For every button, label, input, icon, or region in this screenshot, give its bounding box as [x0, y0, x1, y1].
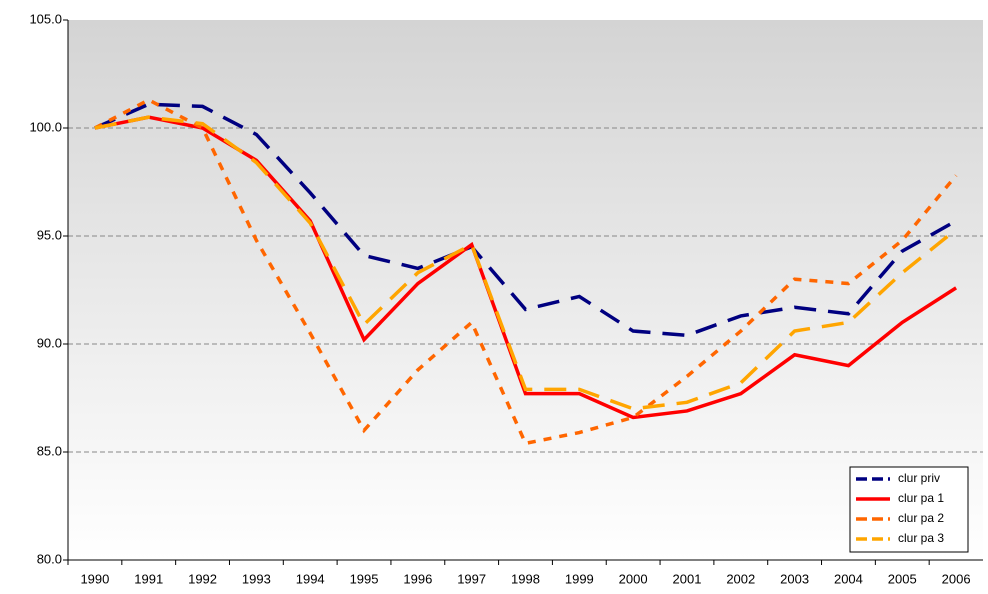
x-tick-label: 1990 [80, 571, 109, 586]
y-tick-label: 85.0 [37, 443, 62, 458]
x-tick-label: 2005 [888, 571, 917, 586]
legend-label: clur priv [898, 471, 940, 485]
x-tick-label: 2001 [673, 571, 702, 586]
plot-area [68, 20, 983, 560]
x-tick-label: 2003 [780, 571, 809, 586]
series-line [94, 115, 958, 411]
x-tick-label: 1994 [296, 571, 325, 586]
legend-box [849, 466, 969, 553]
x-tick-label: 1993 [242, 571, 271, 586]
x-tick-label: 1992 [188, 571, 217, 586]
x-tick-label: 1997 [457, 571, 486, 586]
legend-label: clur pa 1 [898, 491, 944, 505]
x-tick-label: 2006 [942, 571, 971, 586]
y-tick-label: 105.0 [29, 11, 62, 26]
legend-label: clur pa 2 [898, 511, 944, 525]
x-tick-label: 1999 [565, 571, 594, 586]
x-tick-label: 2002 [726, 571, 755, 586]
series-line [94, 97, 958, 446]
legend-label: clur pa 3 [898, 531, 944, 545]
series-line [94, 102, 957, 338]
y-tick-label: 100.0 [29, 119, 62, 134]
x-tick-label: 1995 [350, 571, 379, 586]
x-tick-label: 2000 [619, 571, 648, 586]
x-tick-label: 1998 [511, 571, 540, 586]
y-tick-label: 80.0 [37, 551, 62, 566]
x-tick-label: 1991 [134, 571, 163, 586]
x-tick-label: 2004 [834, 571, 863, 586]
y-tick-label: 90.0 [37, 335, 62, 350]
y-tick-label: 95.0 [37, 227, 62, 242]
x-tick-label: 1996 [403, 571, 432, 586]
